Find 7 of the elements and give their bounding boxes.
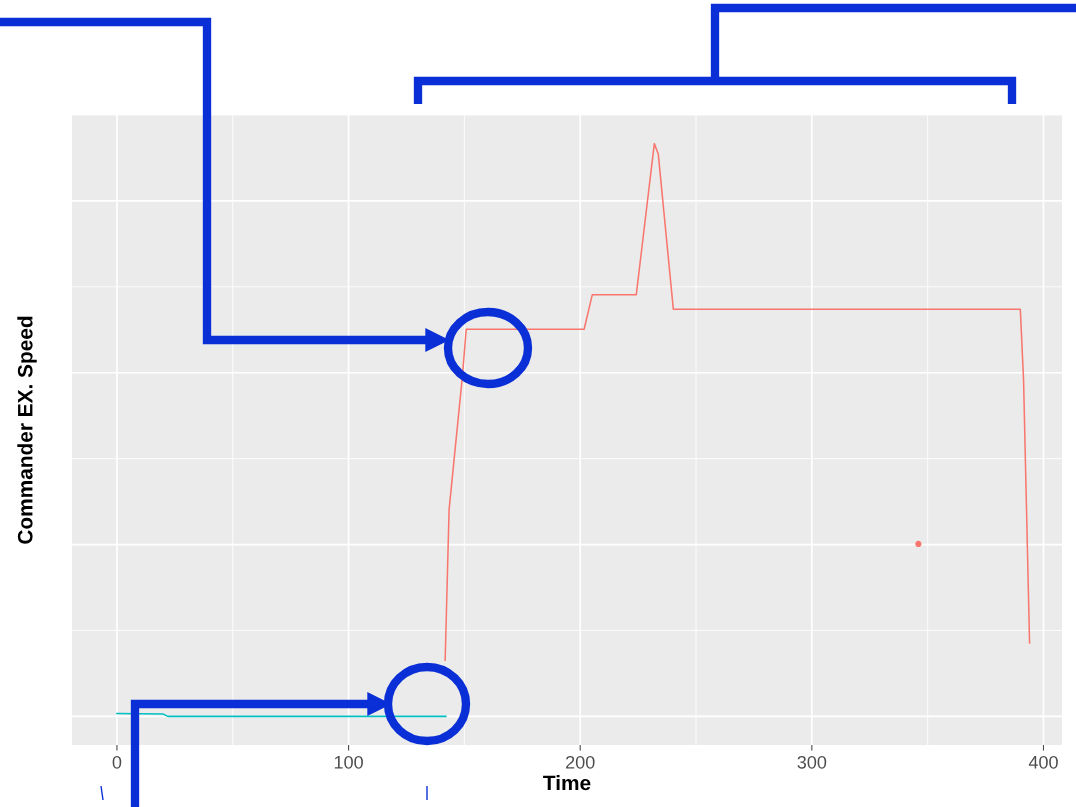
x-tick-label: 200	[566, 755, 595, 769]
x-axis-title: Time	[543, 775, 591, 791]
x-tick-label: 0	[112, 755, 122, 769]
x-tick-label: 300	[797, 755, 827, 769]
y-axis-title: Commander EX. Speed	[17, 316, 37, 544]
x-tick-label: 100	[334, 755, 363, 769]
x-tick-label: 400	[1028, 755, 1058, 769]
